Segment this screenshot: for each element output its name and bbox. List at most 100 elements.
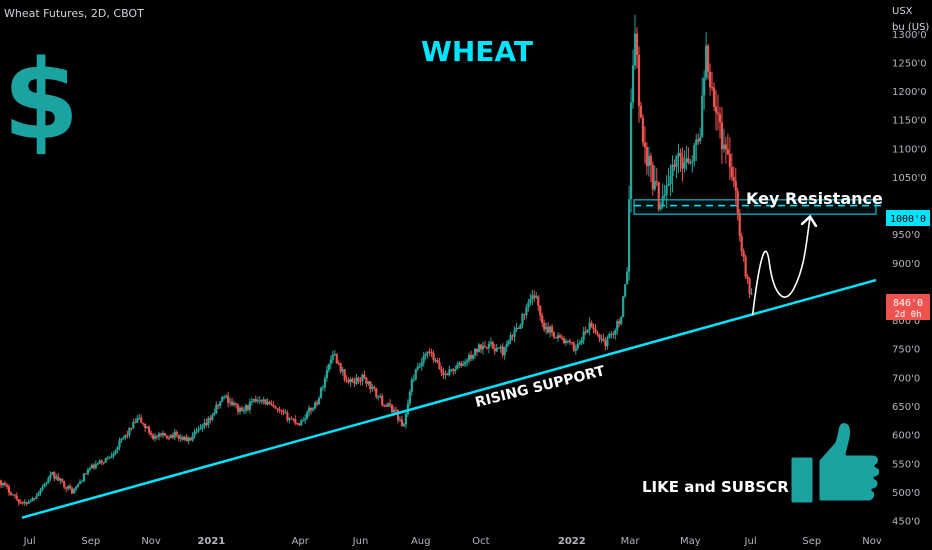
candle-body (426, 351, 429, 354)
candle-body (371, 386, 374, 389)
candle-body (211, 415, 214, 420)
candle-body (355, 377, 358, 384)
candle-body (626, 271, 629, 285)
candle-body (274, 406, 277, 409)
candle-body (730, 166, 733, 178)
candle-body (199, 427, 202, 430)
candle-body (614, 330, 617, 335)
candle-body (229, 401, 232, 403)
projection-arrow (751, 218, 810, 316)
candle-body (1, 482, 5, 486)
candle-body (434, 360, 437, 362)
candle-body (481, 345, 485, 350)
candle-body (300, 420, 303, 426)
candle-body (319, 387, 323, 399)
time-axis[interactable]: Jul Sep Nov 2021 Apr Jun Aug Oct 2022 Mar May Jul Se… (23, 536, 882, 547)
candle-body (705, 45, 708, 78)
time-tick-label: May (680, 536, 701, 547)
candle-body (169, 435, 172, 438)
candle-body (523, 314, 526, 316)
candle-body (296, 423, 299, 425)
candle-body (25, 502, 28, 504)
candle-body (635, 33, 639, 56)
candle-body (647, 155, 650, 167)
candle-body (351, 378, 354, 383)
candle-body (146, 426, 149, 429)
candle-body (100, 460, 103, 463)
candle-body (703, 77, 706, 96)
candle-body (294, 419, 297, 424)
candle-body (7, 486, 10, 493)
candle-body (550, 326, 554, 333)
candle-body (408, 392, 411, 404)
candle-body (78, 481, 82, 485)
candlestick-series (0, 14, 753, 507)
candle-body (369, 381, 372, 389)
thumbs-up-icon[interactable] (788, 420, 883, 506)
candle-body (112, 453, 115, 457)
candle-body (525, 307, 528, 316)
candle-body (341, 369, 344, 372)
candle-body (357, 377, 360, 381)
candle-body (331, 354, 334, 360)
candle-body (722, 144, 726, 150)
candle-body (750, 293, 753, 295)
candle-body (276, 408, 279, 410)
cta-label: LIKE and SUBSCRIBE (642, 478, 816, 496)
candle-body (72, 489, 76, 494)
candle-body (612, 333, 615, 335)
candle-body (203, 422, 206, 426)
candle-body (687, 158, 690, 163)
candle-body (679, 152, 682, 157)
candle-body (195, 431, 198, 433)
candle-body (533, 295, 536, 298)
candle-body (430, 351, 433, 354)
candle-body (631, 65, 635, 103)
candle-body (537, 296, 540, 306)
candle-body (217, 404, 220, 406)
candle-body (517, 328, 520, 330)
candle-body (505, 344, 508, 347)
candle-body (699, 137, 702, 142)
candle-body (223, 397, 226, 399)
candle-body (712, 87, 716, 107)
candle-body (132, 422, 135, 428)
candle-body (497, 347, 500, 349)
candle-body (262, 399, 265, 402)
candle-body (315, 402, 319, 405)
candle-body (744, 256, 747, 277)
candle-body (236, 404, 240, 412)
candle-body (193, 431, 196, 436)
dollar-sign-icon: $ (3, 36, 80, 164)
candle-body (246, 405, 249, 410)
candle-body (284, 412, 287, 414)
candle-body (641, 117, 645, 143)
price-axis[interactable]: 1300'0 1250'0 1200'0 1150'0 1100'0 1050'0 950'… (892, 30, 927, 528)
candle-body (309, 407, 313, 411)
candle-body (448, 369, 451, 376)
candle-body (402, 424, 406, 427)
candle-body (606, 337, 609, 347)
candle-body (580, 339, 583, 344)
candle-body (708, 71, 712, 88)
candle-body (483, 345, 487, 348)
time-tick-label: Jun (352, 536, 369, 547)
candle-body (102, 462, 105, 464)
candle-body (616, 321, 619, 331)
candle-body (197, 429, 200, 432)
symbol-label: Wheat Futures, 2D, CBOT (4, 7, 144, 20)
candle-body (620, 316, 623, 324)
candle-body (45, 483, 48, 485)
candle-body (61, 478, 64, 482)
candle-body (325, 370, 328, 379)
candle-body (392, 409, 396, 413)
candle-body (671, 164, 674, 176)
candle-body (37, 492, 40, 497)
candle-body (15, 495, 18, 500)
candle-body (367, 381, 370, 384)
candle-body (562, 338, 566, 343)
price-tick-label: 1050'0 (892, 173, 927, 184)
candle-body (734, 180, 737, 191)
